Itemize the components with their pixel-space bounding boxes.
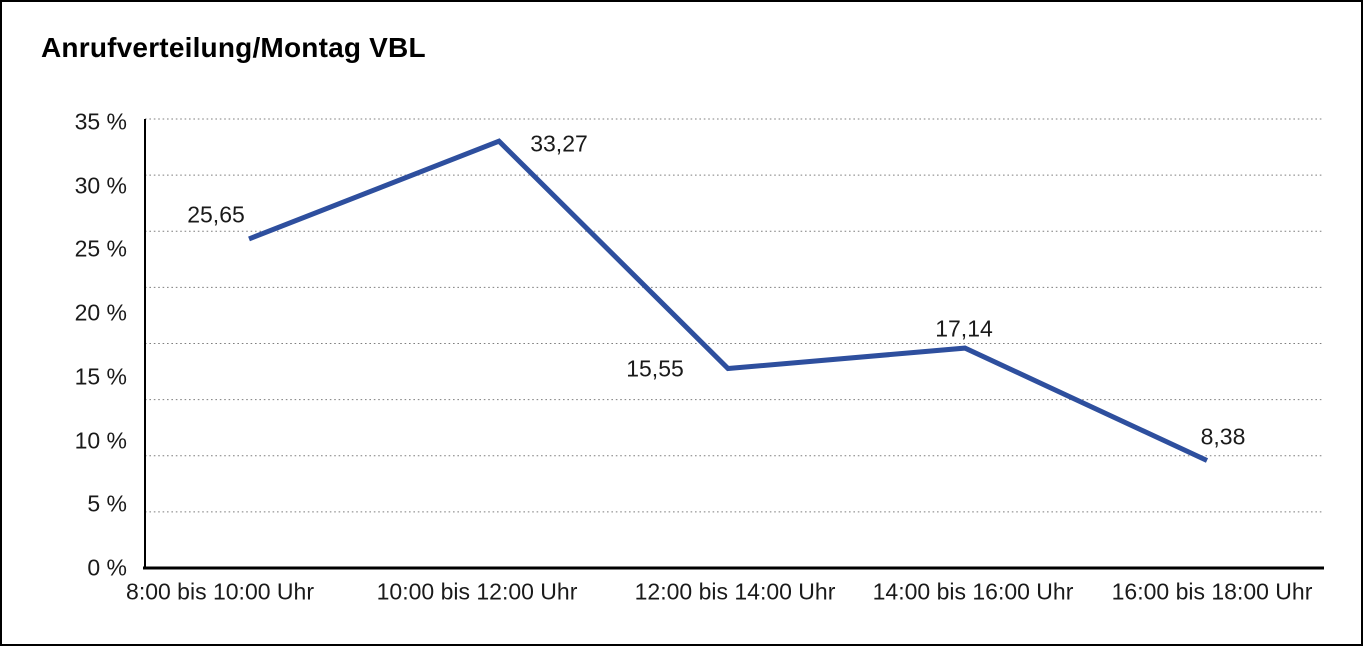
data-point-label: 8,38 [1200, 423, 1246, 450]
y-axis-tick-label: 35 % [74, 108, 127, 135]
y-axis-tick-label: 0 % [87, 554, 127, 581]
y-axis-tick-label: 25 % [74, 235, 127, 262]
y-axis-tick-label: 15 % [74, 363, 127, 390]
data-line [248, 138, 1209, 463]
y-axis-tick-label: 10 % [74, 427, 127, 454]
chart-title: Anrufverteilung/Montag VBL [41, 32, 426, 63]
x-axis-label: 10:00 bis 12:00 Uhr [376, 578, 578, 605]
x-axis-label: 14:00 bis 16:00 Uhr [872, 578, 1074, 605]
y-axis-tick-label: 30 % [74, 172, 127, 199]
x-axis-label: 12:00 bis 14:00 Uhr [634, 578, 836, 605]
data-point-label: 17,14 [935, 315, 993, 342]
y-axis-tick-label: 20 % [74, 299, 127, 326]
data-point-label: 25,65 [187, 201, 245, 228]
y-axis-tick-label: 5 % [87, 490, 127, 517]
data-point-label: 15,55 [626, 355, 684, 382]
x-axis-label: 16:00 bis 18:00 Uhr [1111, 578, 1313, 605]
x-axis-label: 8:00 bis 10:00 Uhr [126, 578, 314, 605]
data-point-label: 33,27 [530, 130, 588, 157]
